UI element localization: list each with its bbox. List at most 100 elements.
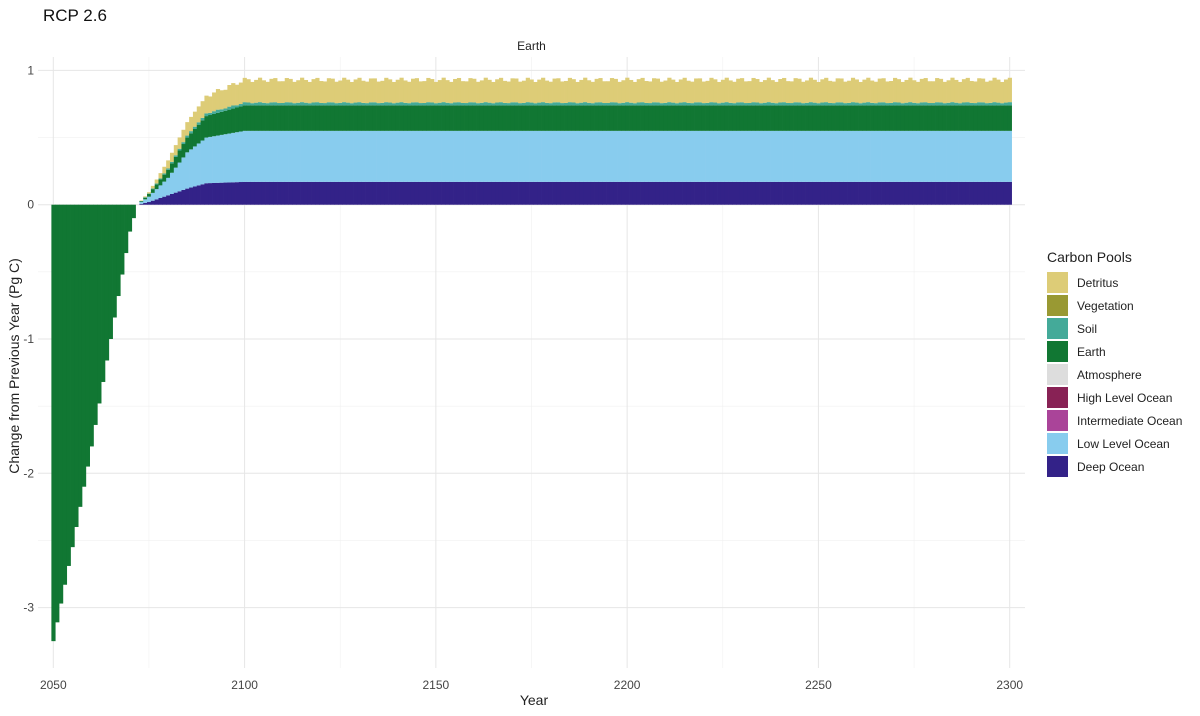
bar-detritus	[759, 81, 764, 104]
bar-low-level-ocean	[196, 143, 201, 186]
bar-low-level-ocean	[996, 130, 1001, 182]
bar-detritus	[969, 80, 974, 103]
bar-earth	[227, 109, 232, 134]
bar-deep-ocean	[529, 181, 534, 205]
bar-earth	[533, 105, 538, 131]
bar-low-level-ocean	[950, 130, 955, 182]
legend-swatch	[1047, 341, 1068, 362]
bar-earth	[242, 105, 247, 131]
bar-deep-ocean	[636, 181, 641, 205]
bar-soil	[900, 103, 905, 106]
bar-low-level-ocean	[319, 130, 324, 182]
bar-low-level-ocean	[678, 130, 683, 182]
bar-deep-ocean	[728, 181, 733, 205]
bar-earth	[609, 105, 615, 131]
bar-low-level-ocean	[885, 130, 890, 182]
bar-earth	[919, 105, 924, 131]
bar-low-level-ocean	[338, 130, 343, 182]
bar-soil	[625, 102, 630, 106]
bar-low-level-ocean	[231, 132, 236, 183]
bar-earth	[877, 105, 882, 131]
bar-soil	[514, 102, 519, 106]
bar-soil	[303, 102, 309, 106]
bar-soil	[812, 102, 817, 106]
bar-earth	[506, 105, 511, 131]
bar-low-level-ocean	[212, 136, 217, 183]
bar-detritus	[870, 80, 875, 103]
bar-earth	[632, 105, 638, 131]
bar-detritus	[449, 81, 454, 104]
bar-low-level-ocean	[487, 130, 492, 182]
bar-earth	[759, 105, 764, 131]
bar-soil	[594, 102, 599, 106]
bar-low-level-ocean	[705, 130, 710, 182]
bar-soil	[567, 102, 573, 106]
bar-detritus	[139, 200, 144, 202]
bar-deep-ocean	[617, 181, 622, 205]
bar-earth	[571, 105, 576, 131]
bar-low-level-ocean	[368, 130, 374, 182]
bar-soil	[445, 102, 450, 106]
bar-detritus	[246, 79, 251, 103]
bar-detritus	[430, 79, 435, 103]
bar-detritus	[544, 80, 550, 103]
bar-earth	[889, 105, 894, 131]
bar-low-level-ocean	[659, 130, 664, 182]
bar-deep-ocean	[996, 181, 1001, 205]
bar-earth	[108, 204, 113, 339]
bar-earth	[724, 105, 729, 131]
bar-low-level-ocean	[426, 130, 431, 182]
bar-soil	[762, 102, 768, 106]
bar-earth	[89, 204, 94, 447]
bar-soil	[797, 102, 802, 106]
bar-earth	[816, 105, 821, 131]
bar-low-level-ocean	[732, 130, 737, 182]
bar-deep-ocean	[326, 181, 332, 205]
bar-detritus	[812, 79, 817, 103]
bar-detritus	[319, 81, 324, 103]
bar-deep-ocean	[162, 196, 167, 205]
bar-deep-ocean	[885, 181, 890, 205]
bar-low-level-ocean	[300, 130, 305, 182]
bar-deep-ocean	[441, 181, 446, 205]
bar-deep-ocean	[235, 182, 240, 205]
bar-soil	[747, 102, 752, 106]
bar-earth	[774, 105, 779, 131]
bar-earth	[942, 105, 947, 131]
bar-detritus	[361, 80, 366, 103]
bar-earth	[59, 204, 64, 604]
bar-detritus	[694, 78, 699, 103]
bar-soil	[770, 102, 775, 106]
bar-deep-ocean	[613, 181, 618, 205]
bar-detritus	[674, 81, 680, 104]
bar-earth	[923, 105, 928, 131]
bar-detritus	[189, 116, 194, 132]
bar-detritus	[433, 81, 439, 104]
bar-low-level-ocean	[208, 136, 213, 184]
bar-deep-ocean	[231, 182, 236, 205]
bar-low-level-ocean	[200, 140, 205, 185]
bar-earth	[154, 184, 159, 190]
bar-deep-ocean	[487, 181, 492, 205]
bar-low-level-ocean	[621, 130, 626, 182]
bar-deep-ocean	[391, 181, 397, 205]
bar-low-level-ocean	[590, 130, 595, 182]
bar-deep-ocean	[766, 181, 771, 205]
bar-deep-ocean	[701, 181, 706, 205]
bar-detritus	[992, 77, 997, 103]
bar-soil	[491, 103, 496, 106]
bar-low-level-ocean	[984, 130, 990, 182]
bar-earth	[598, 105, 603, 131]
bar-low-level-ocean	[954, 130, 959, 182]
bar-low-level-ocean	[476, 130, 481, 182]
bar-earth	[380, 105, 385, 131]
bar-low-level-ocean	[797, 130, 802, 182]
legend-swatch	[1047, 433, 1068, 454]
bar-detritus	[269, 78, 274, 103]
bar-detritus	[326, 78, 332, 103]
bar-low-level-ocean	[422, 130, 427, 182]
bar-soil	[854, 102, 859, 106]
bar-soil	[150, 188, 156, 190]
bar-detritus	[644, 81, 649, 103]
